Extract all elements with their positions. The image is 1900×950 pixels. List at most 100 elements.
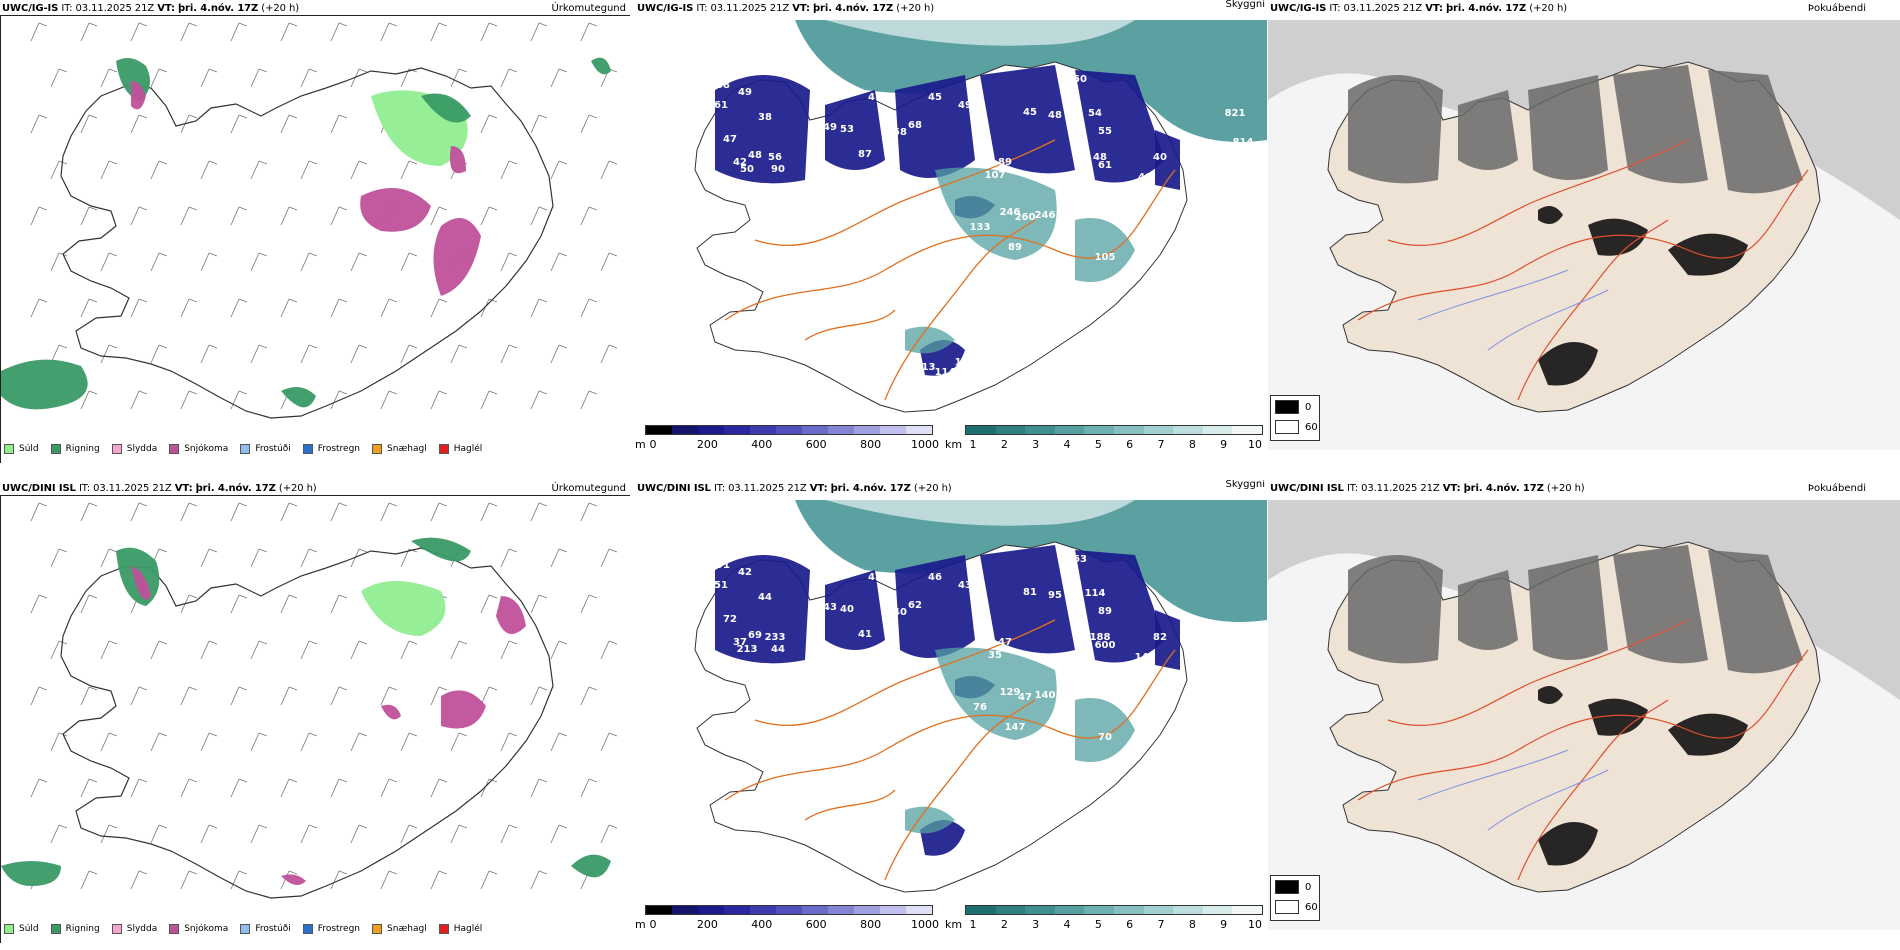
visibility-value-label: 298 — [1045, 282, 1066, 293]
colorbar-tick-label: 10 — [1248, 918, 1262, 931]
map-frame — [0, 495, 631, 944]
wind-barb — [300, 252, 318, 272]
colorbar-tick-label: 6 — [1126, 918, 1134, 931]
visibility-value-label: 147 — [1005, 722, 1026, 733]
precip-area — [381, 704, 401, 720]
visibility-value-label: 89 — [1098, 606, 1112, 617]
wind-barb — [280, 594, 298, 614]
fog-swatch-60 — [1275, 900, 1299, 914]
legend-label: Frostregn — [317, 924, 361, 934]
dense-fog-area — [1538, 686, 1563, 704]
wind-barb — [180, 390, 198, 410]
dense-fog-area — [1538, 342, 1598, 386]
wind-barb — [100, 640, 118, 660]
wind-barb — [80, 686, 98, 706]
low-visibility-area — [895, 555, 975, 658]
wind-barb — [250, 640, 268, 660]
wind-barb — [30, 114, 48, 134]
road — [724, 169, 1176, 321]
dense-fog-area — [1588, 218, 1648, 256]
visibility-value-label: 95 — [1048, 590, 1062, 601]
wind-barb — [80, 778, 98, 798]
wind-barb — [350, 640, 368, 660]
precip-area — [1, 359, 88, 410]
colorbar-segment — [906, 426, 932, 434]
dense-fog-area — [1538, 822, 1598, 866]
precip-area — [433, 218, 481, 296]
model-name: UWC/IG-IS — [1270, 3, 1327, 14]
fog-legend: 0 60 — [1270, 395, 1320, 441]
colorbar-segment — [880, 906, 906, 914]
visibility-value-label: 64 — [728, 547, 742, 558]
colorbar-tick-label: 200 — [696, 918, 718, 931]
fog-legend-row: 60 — [1275, 420, 1318, 434]
visibility-value-label: 114 — [1085, 588, 1106, 599]
visibility-value-label: 38 — [758, 112, 772, 123]
wind-barb — [550, 548, 568, 568]
colorbar-segment — [750, 906, 776, 914]
panel-header: UWC/IG-IS IT: 03.11.2025 21Z VT: þri. 4.… — [2, 3, 300, 14]
wind-barb — [330, 390, 348, 410]
visibility-value-label: 57 — [786, 662, 800, 673]
visibility-value-label: 107 — [985, 170, 1006, 181]
wind-barb — [600, 160, 618, 180]
wind-barb — [500, 640, 518, 660]
legend-label: Frostregn — [317, 444, 361, 454]
low-visibility-area — [1155, 610, 1180, 670]
fog-swatch-60 — [1275, 420, 1299, 434]
wind-barb — [350, 824, 368, 844]
sea-low-visibility — [795, 20, 1267, 142]
colorbar-tick-label: 7 — [1157, 918, 1165, 931]
colorbar-segment — [1054, 426, 1085, 434]
sea-low-visibility — [795, 500, 1267, 622]
legend-swatch — [111, 444, 122, 454]
wind-barb — [130, 686, 148, 706]
wind-barb — [580, 686, 598, 706]
dense-fog-area — [1668, 233, 1748, 276]
visibility-value-label: 133 — [970, 222, 991, 233]
wind-barb — [300, 824, 318, 844]
precip-area — [450, 146, 466, 174]
wind-barb — [530, 870, 548, 890]
wind-barb — [530, 594, 548, 614]
panel-header: UWC/DINI ISL IT: 03.11.2025 21Z VT: þri.… — [2, 483, 317, 494]
wind-barb — [250, 824, 268, 844]
wind-barb — [300, 160, 318, 180]
colorbar-tick-label: 800 — [860, 438, 882, 451]
valid-time: þri. 4.nóv. 17Z — [1463, 483, 1544, 494]
wind-barb — [580, 502, 598, 522]
visibility-value-label: 48 — [1093, 152, 1107, 163]
init-time: 03.11.2025 21Z — [75, 3, 155, 14]
wind-barb — [250, 252, 268, 272]
fog-index-area — [1348, 555, 1443, 664]
wind-barb — [50, 160, 68, 180]
wind-barb — [280, 502, 298, 522]
wind-barb — [150, 344, 168, 364]
colorbar-segment — [906, 906, 932, 914]
wind-barb — [550, 252, 568, 272]
low-visibility-area — [1075, 550, 1165, 663]
colorbar-segment — [776, 426, 802, 434]
colorbar-unit: m — [635, 918, 646, 931]
wind-barb — [80, 22, 98, 42]
legend-item: Snjókoma — [169, 924, 228, 934]
visibility-value-label: 91 — [716, 560, 730, 571]
fog-index-area — [1458, 570, 1518, 650]
colorbar-segment — [724, 906, 750, 914]
legend-item: Frostregn — [302, 444, 361, 454]
legend-label: Haglél — [453, 444, 483, 454]
visibility-value-label: 88 — [1118, 688, 1132, 699]
wind-barb — [330, 206, 348, 226]
colorbar-segment — [1202, 426, 1233, 434]
precip-map — [1, 16, 631, 464]
wind-barb — [50, 548, 68, 568]
visibility-value-label: 47 — [998, 637, 1012, 648]
precip-area — [591, 57, 611, 75]
colorbar-segment — [802, 906, 828, 914]
panel-title: Þokuábendi — [1807, 483, 1866, 494]
wind-barb — [550, 732, 568, 752]
wind-barb — [450, 344, 468, 364]
visibility-value-label: 87 — [858, 149, 872, 160]
wind-barb — [550, 344, 568, 364]
